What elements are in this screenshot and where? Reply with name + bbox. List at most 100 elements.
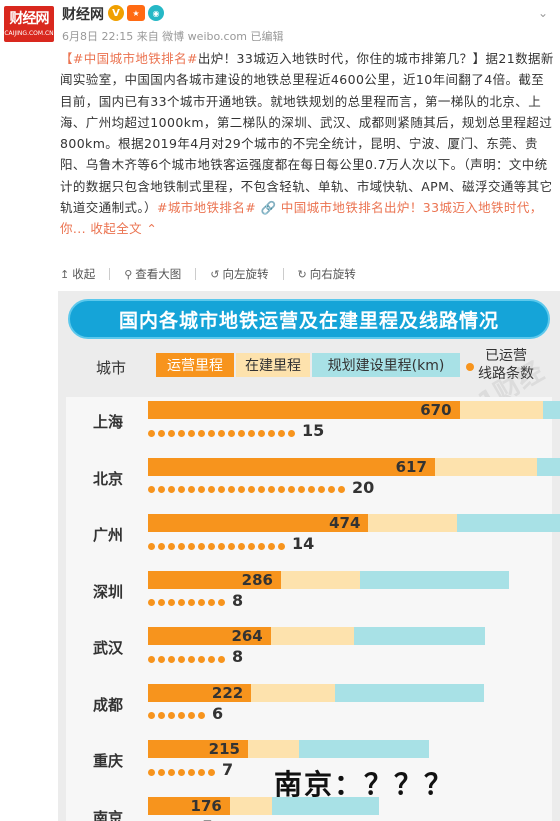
logo-subtext: CAIJING.COM.CN [4,30,54,37]
line-dot [188,429,195,437]
legend-line-dot [466,363,474,371]
avatar[interactable]: 财经网 CAIJING.COM.CN [4,6,54,42]
bar-operating [148,514,369,532]
chart-legend: 城市 运营里程 在建里程 规划建设里程(km) 已运营 线路条数 [68,348,560,389]
line-dot [268,429,275,437]
bar-value-label: 474 [329,514,361,532]
line-count-label: 20 [352,477,375,497]
line-dot [168,768,175,776]
line-dot [188,486,195,493]
bar-value-label: 286 [241,570,273,589]
vip-icon[interactable]: ★ [127,5,145,21]
author-badges: V ★ ◉ [108,5,164,21]
divider [282,268,284,280]
line-dots [148,540,285,552]
rotate-left-button[interactable]: ↺ 向左旋转 [210,266,268,282]
line-dot [288,429,295,437]
line-count-label: 7 [222,760,234,779]
link-icon: 🔗 [260,200,277,216]
collapse-label: 收起 [72,267,96,281]
bar-value-label: 617 [395,457,427,476]
article-link[interactable]: 中国城市地铁排名出炉！33城迈入地铁时代，你... [60,200,543,237]
divider [109,268,111,280]
city-label: 重庆 [92,752,123,770]
bar-planned [334,683,484,702]
chevron-up-icon[interactable]: ⌃ [146,221,158,237]
bar-planned [299,740,430,758]
line-dot [188,655,195,663]
line-dot [148,655,155,663]
view-large-button[interactable]: ⚲ 查看大图 [124,266,181,282]
bar-planned [456,514,560,532]
bar-planned [354,627,485,645]
line-dot [188,542,195,550]
hashtag-link[interactable]: 【#中国城市地铁排名# [60,51,198,66]
chart-row: 深圳 286 8 [58,566,560,629]
line-dot [228,429,235,437]
view-large-label: 查看大图 [135,267,182,281]
rotate-right-icon: ↻ [297,267,307,281]
camera-icon[interactable]: ◉ [148,5,164,21]
line-count-label: 6 [212,703,224,723]
line-dot [208,542,215,550]
bar-value-label: 222 [211,683,244,702]
line-dot [178,429,185,437]
chart-row: 成都 222 6 [58,679,560,742]
line-dot [198,768,205,776]
line-dot [168,429,175,437]
logo-text: 财经网 [9,11,50,27]
line-dots [148,427,295,439]
line-dot [168,542,175,550]
line-dot [158,655,165,663]
line-dot [178,599,185,606]
legend-lines-1: 已运营 [485,348,527,364]
line-dot [198,599,205,606]
collapse-text-link[interactable]: 收起全文 [90,221,143,237]
city-label: 深圳 [92,582,123,601]
city-label: 北京 [92,469,123,488]
chart-row: 北京 617 20 [58,453,560,516]
line-dot [178,768,185,776]
chevron-down-icon[interactable]: ⌄ [537,6,548,20]
verified-icon[interactable]: V [108,5,124,21]
chart-row: 武汉 264 8 [58,623,560,685]
legend-planned: 规划建设里程(km) [312,353,460,377]
line-dot [248,429,255,437]
author-name[interactable]: 财经网 [62,7,104,23]
line-dot [168,655,175,663]
bar-operating [148,796,230,815]
bar-operating [148,401,460,419]
bar-building [229,796,272,815]
line-dot [328,486,335,493]
rotate-right-button[interactable]: ↻ 向右旋转 [298,266,356,282]
hashtag-link-2[interactable]: #城市地铁排名# [156,200,257,216]
image-toolbar: ↥ 收起 ⚲ 查看大图 ↺ 向左旋转 ↻ 向右旋转 [60,264,554,284]
line-dot [218,542,225,550]
line-dot [278,429,285,437]
line-dot [208,655,215,663]
city-label: 广州 [92,526,123,544]
line-dot [248,486,255,493]
line-dot [238,486,245,493]
line-dot [288,486,295,493]
bar-value-label: 670 [420,401,452,419]
line-dot [218,599,225,606]
collapse-button[interactable]: ↥ 收起 [60,266,95,282]
line-dot [218,655,225,663]
line-dot [188,768,195,776]
line-dot [178,486,185,493]
bar-building [270,627,355,645]
line-dot [158,486,165,493]
infographic-image[interactable]: 国内各城市地铁运营及在建里程及线路情况 城市 运营里程 在建里程 规划建设里程(… [58,291,560,821]
city-label: 武汉 [92,639,123,657]
line-dot [228,542,235,550]
line-dot [158,429,165,437]
line-dot [168,599,175,606]
rotate-left-label: 向左旋转 [222,267,269,281]
line-dots [148,766,215,778]
line-dot [338,486,345,493]
overlay-caption: 南京：？？？ [274,768,455,801]
line-dot [208,599,215,606]
line-count-label: 8 [232,590,244,610]
chart-row: 重庆 215 7 [58,736,560,798]
